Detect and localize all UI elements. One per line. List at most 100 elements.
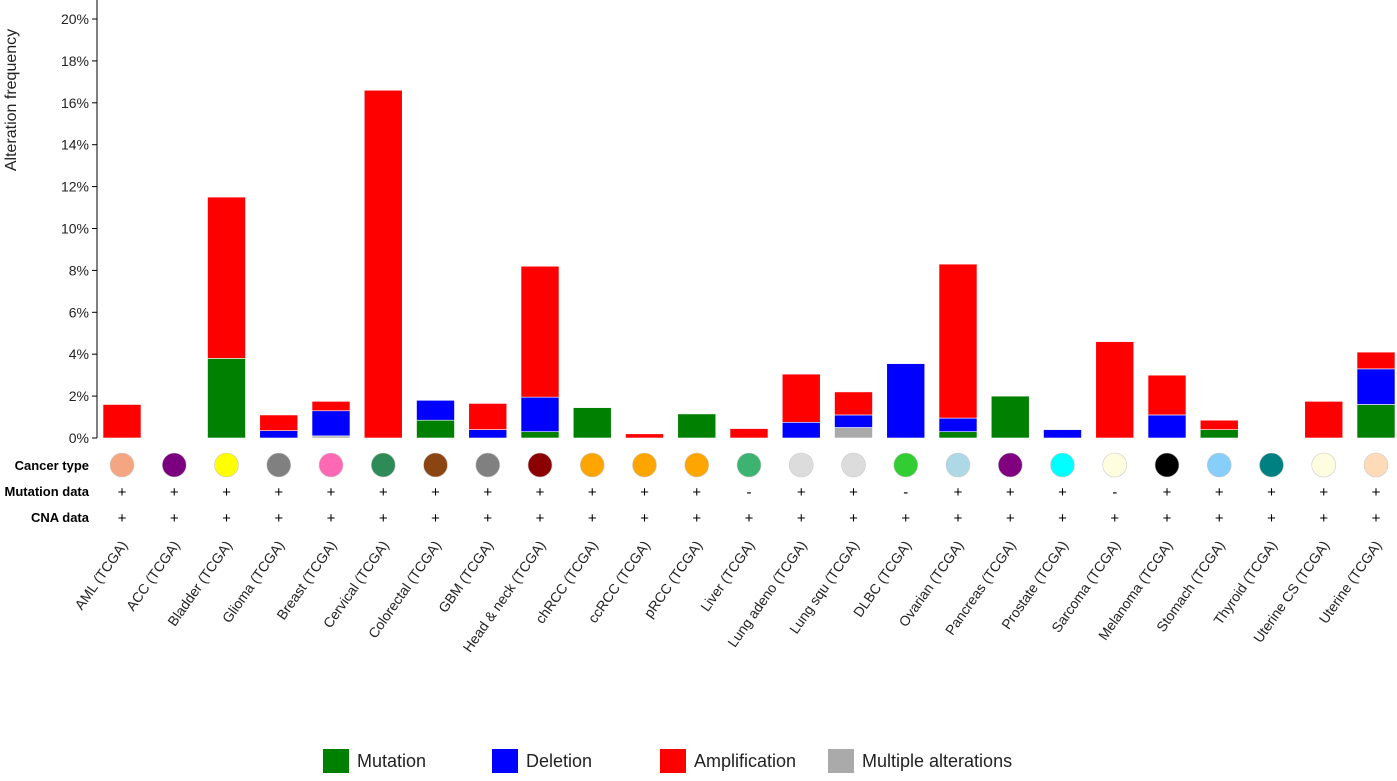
cna-flag-chrcc-tcga: + xyxy=(588,510,597,527)
bar-breast-tcga-amplification xyxy=(311,401,351,412)
cancer-type-swatch-lung-squ-tcga xyxy=(841,452,866,478)
track-rows: Cancer type Mutation data CNA data xyxy=(5,458,90,525)
legend-swatch-amplification xyxy=(660,749,686,773)
bar-head-neck-tcga-mutation xyxy=(520,431,560,439)
bar-gbm-tcga-amplification xyxy=(468,403,508,430)
bar-gbm-tcga-deletion xyxy=(468,429,508,439)
bar-lung-squ-tcga-deletion xyxy=(834,414,873,428)
cna-flag-aml-tcga: + xyxy=(118,510,127,527)
cancer-type-swatch-prcc-tcga xyxy=(684,452,710,478)
cancer-type-swatch-thyroid-tcga xyxy=(1259,452,1284,478)
bar-ccrcc-tcga-amplification xyxy=(625,433,664,439)
mutation-flag-bladder-tcga: + xyxy=(222,484,231,501)
y-tick-label: 6% xyxy=(69,304,89,320)
bar-melanoma-tcga-amplification xyxy=(1147,374,1187,416)
bar-stomach-tcga-amplification xyxy=(1199,419,1239,430)
bar-lung-squ-tcga-multiple-alterations xyxy=(834,427,873,439)
category-label-gbm-tcga: GBM (TCGA) xyxy=(435,538,496,616)
cancer-type-swatch-uterine-cs-tcga xyxy=(1311,452,1337,478)
y-axis: 0% 2% 4% 6% 8% 10% 12% 14% 16% 18% 20% xyxy=(61,0,98,446)
bar-dlbc-tcga-deletion xyxy=(886,363,926,439)
y-tick-label: 2% xyxy=(69,388,89,404)
mutation-flag-dlbc-tcga: - xyxy=(903,484,908,501)
bar-sarcoma-tcga-amplification xyxy=(1095,341,1135,439)
bar-prcc-tcga-mutation xyxy=(677,413,717,439)
bar-glioma-tcga-deletion xyxy=(259,430,299,439)
mutation-flag-aml-tcga: + xyxy=(118,484,127,501)
bar-uterine-tcga-mutation xyxy=(1356,404,1396,439)
mutation-flag-glioma-tcga: + xyxy=(274,484,283,501)
cna-flag-gbm-tcga: + xyxy=(483,510,492,527)
cna-flag-liver-tcga: + xyxy=(745,510,754,527)
cna-flag-acc-tcga: + xyxy=(170,510,179,527)
legend-label-deletion: Deletion xyxy=(526,751,592,771)
cancer-type-swatch-head-neck-tcga xyxy=(527,452,553,478)
bar-head-neck-tcga-deletion xyxy=(520,396,560,433)
cna-flag-lung-squ-tcga: + xyxy=(849,510,858,527)
mutation-flag-lung-adeno-tcga: + xyxy=(797,484,806,501)
cancer-type-swatch-pancreas-tcga xyxy=(997,452,1023,478)
cancer-type-swatch-glioma-tcga xyxy=(266,452,292,478)
cna-flag-pancreas-tcga: + xyxy=(1006,510,1015,527)
bar-ovarian-tcga-deletion xyxy=(938,417,978,433)
legend-label-amplification: Amplification xyxy=(694,751,796,771)
legend-swatch-deletion xyxy=(492,749,518,773)
cna-data-row-label: CNA data xyxy=(31,510,90,525)
cna-flag-bladder-tcga: + xyxy=(222,510,231,527)
y-tick-label: 10% xyxy=(61,221,89,237)
cna-flag-sarcoma-tcga: + xyxy=(1110,510,1119,527)
y-tick-label: 12% xyxy=(61,179,89,195)
mutation-flag-prostate-tcga: + xyxy=(1058,484,1067,501)
cna-flag-prostate-tcga: + xyxy=(1058,510,1067,527)
cna-flag-uterine-cs-tcga: + xyxy=(1319,510,1328,527)
cancer-type-swatch-breast-tcga xyxy=(318,452,344,478)
bar-prostate-tcga-deletion xyxy=(1043,429,1082,439)
mutation-flag-ccrcc-tcga: + xyxy=(640,484,649,501)
bar-ovarian-tcga-amplification xyxy=(938,263,978,419)
mutation-flag-thyroid-tcga: + xyxy=(1267,484,1276,501)
cna-flag-thyroid-tcga: + xyxy=(1267,510,1276,527)
cancer-type-swatch-gbm-tcga xyxy=(475,452,501,478)
bar-ovarian-tcga-mutation xyxy=(938,431,978,439)
bar-bladder-tcga-amplification xyxy=(207,196,246,359)
cna-flag-head-neck-tcga: + xyxy=(536,510,545,527)
bar-liver-tcga-amplification xyxy=(729,428,769,439)
cancer-type-swatch-melanoma-tcga xyxy=(1154,452,1180,478)
cna-flag-glioma-tcga: + xyxy=(274,510,283,527)
mutation-flag-gbm-tcga: + xyxy=(483,484,492,501)
bar-glioma-tcga-amplification xyxy=(259,414,299,431)
cancer-type-swatch-acc-tcga xyxy=(161,452,187,478)
y-tick-label: 4% xyxy=(69,346,89,362)
cancer-type-swatch-bladder-tcga xyxy=(214,452,239,478)
legend-swatch-multiple-alterations xyxy=(828,749,854,773)
cancer-type-swatch-cervical-tcga xyxy=(370,452,396,478)
cancer-type-swatch-ovarian-tcga xyxy=(945,452,971,478)
bar-uterine-tcga-amplification xyxy=(1356,351,1396,370)
bar-breast-tcga-multiple-alterations xyxy=(311,435,351,439)
cancer-type-swatch-uterine-tcga xyxy=(1363,452,1389,478)
cancer-type-swatch-stomach-tcga xyxy=(1206,452,1232,478)
bar-aml-tcga-amplification xyxy=(102,404,142,439)
y-tick-label: 14% xyxy=(61,137,89,153)
bar-lung-squ-tcga-amplification xyxy=(834,391,873,416)
bar-breast-tcga-deletion xyxy=(311,410,351,437)
mutation-flag-liver-tcga: - xyxy=(747,484,752,501)
y-tick-label: 8% xyxy=(69,262,89,278)
bar-pancreas-tcga-mutation xyxy=(990,395,1030,439)
mutation-data-row-label: Mutation data xyxy=(5,484,90,499)
cancer-type-swatch-lung-adeno-tcga xyxy=(788,452,814,478)
legend-label-multiple-alterations: Multiple alterations xyxy=(862,751,1012,771)
bar-melanoma-tcga-deletion xyxy=(1147,414,1187,439)
cna-flag-ccrcc-tcga: + xyxy=(640,510,649,527)
bar-lung-adeno-tcga-amplification xyxy=(781,373,821,423)
bar-uterine-tcga-deletion xyxy=(1356,368,1396,405)
cna-flag-stomach-tcga: + xyxy=(1215,510,1224,527)
bar-cervical-tcga-amplification xyxy=(363,89,403,439)
bar-colorectal-tcga-deletion xyxy=(416,399,455,421)
legend: Mutation Deletion Amplification Multiple al… xyxy=(323,749,1012,773)
cancer-type-swatch-prostate-tcga xyxy=(1050,452,1075,478)
bar-colorectal-tcga-mutation xyxy=(416,419,455,439)
category-label-aml-tcga: AML (TCGA) xyxy=(71,538,130,613)
mutation-flag-cervical-tcga: + xyxy=(379,484,388,501)
